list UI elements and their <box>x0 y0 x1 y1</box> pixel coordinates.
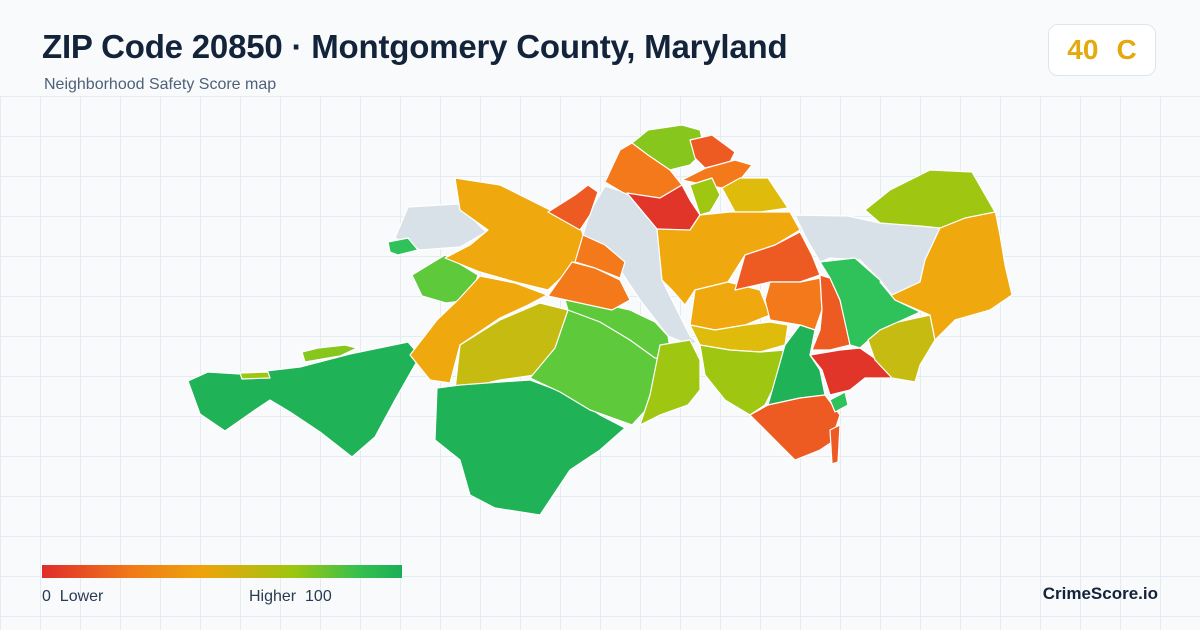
region-south-green-c[interactable] <box>829 391 849 413</box>
region-west-central[interactable] <box>409 275 548 384</box>
legend-high-label: Higher 100 <box>249 588 332 606</box>
page-title: ZIP Code 20850 · Montgomery County, Mary… <box>42 28 788 65</box>
score-value: 40 <box>1067 34 1099 65</box>
legend-low-value: 0 <box>42 588 51 605</box>
legend-high-value: 100 <box>305 588 332 605</box>
legend-high-text: Higher <box>249 588 297 605</box>
legend-gradient-bar <box>42 565 402 578</box>
region-west-small-b[interactable] <box>239 371 271 380</box>
region-red-small-nw[interactable] <box>547 184 599 231</box>
region-east-olive[interactable] <box>867 314 936 383</box>
region-nodata-west[interactable] <box>394 203 487 251</box>
legend-low-text: Lower <box>59 588 104 605</box>
region-orange-center-left[interactable] <box>574 234 626 279</box>
safety-score-badge: 40 C <box>1048 24 1156 76</box>
region-north-ygreen-small[interactable] <box>689 177 721 216</box>
region-northeast-ygreen[interactable] <box>864 169 996 229</box>
region-nw-tip[interactable] <box>387 237 419 256</box>
legend-low-label: 0 Lower <box>42 588 103 606</box>
region-center-amber-b[interactable] <box>689 281 771 331</box>
region-west-small-a[interactable] <box>301 344 358 363</box>
region-south-red[interactable] <box>809 347 893 396</box>
region-south-ygreen-b[interactable] <box>699 344 786 416</box>
region-west-spur[interactable] <box>187 341 421 458</box>
brand-logo-text: CrimeScore.io <box>1042 584 1158 603</box>
region-south-yellowgreen[interactable] <box>639 339 701 426</box>
page-subtitle: Neighborhood Safety Score map <box>44 76 277 93</box>
score-grade: C <box>1116 34 1137 65</box>
region-south-large[interactable] <box>434 379 626 516</box>
region-north-gold[interactable] <box>721 177 789 213</box>
region-south-orange-tail[interactable] <box>829 424 841 465</box>
header-band <box>0 0 1200 97</box>
